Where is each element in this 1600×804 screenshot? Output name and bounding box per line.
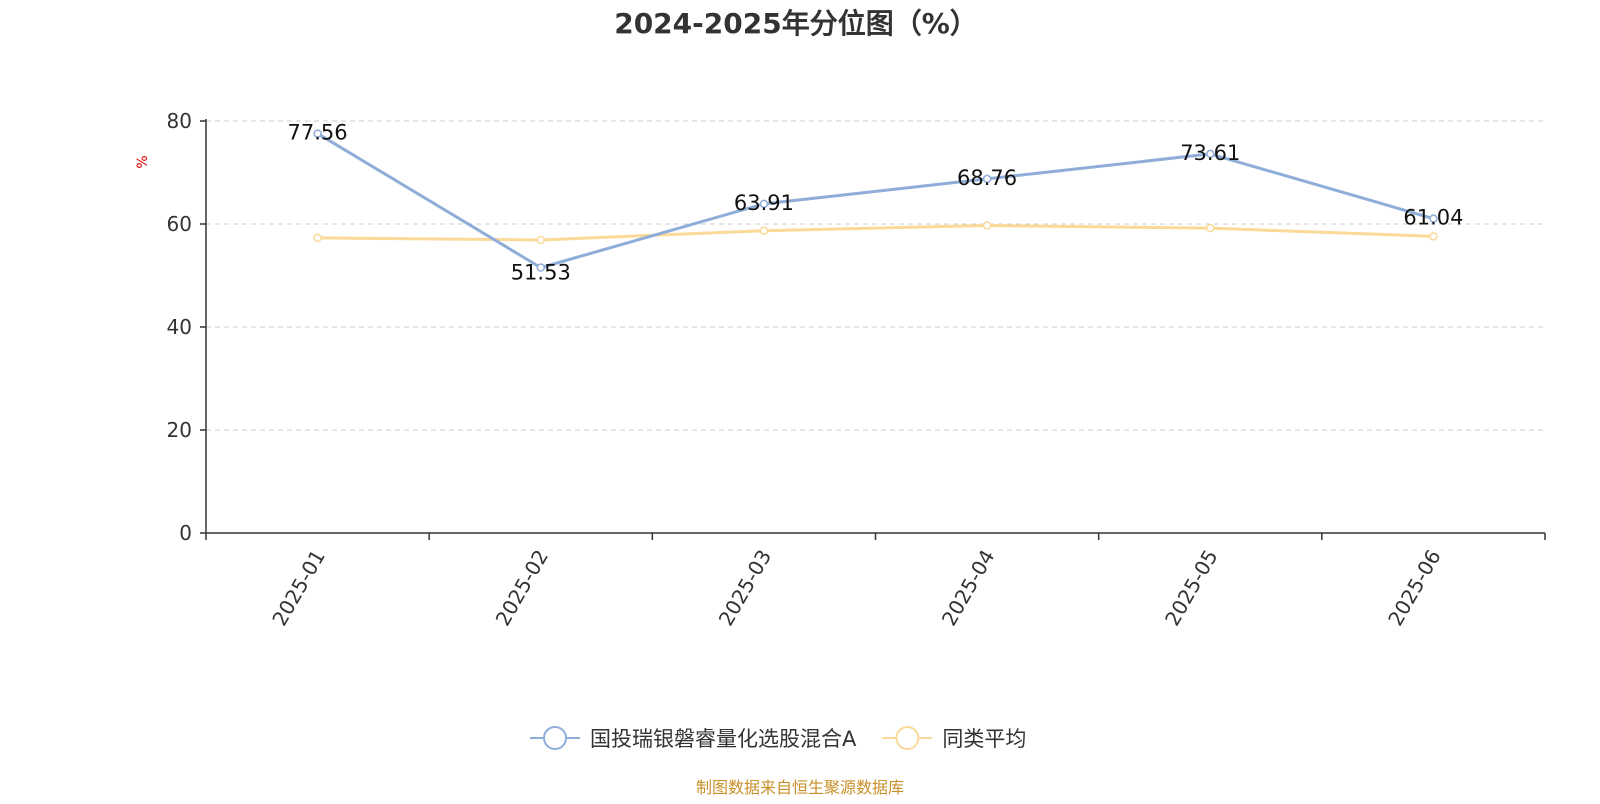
legend-item-1[interactable]: 同类平均 bbox=[882, 726, 1026, 751]
x-tick-label: 2025-01 bbox=[267, 546, 330, 630]
chart-title: 2024-2025年分位图（%） bbox=[614, 7, 978, 40]
y-tick-label: 20 bbox=[167, 418, 192, 442]
axes: 0 20 40 60 80 2025-01 2025-02 2025-03 2025-04 202… bbox=[167, 109, 1546, 630]
x-tick-label: 2025-03 bbox=[714, 546, 777, 630]
legend-label: 国投瑞银磐睿量化选股混合A bbox=[590, 727, 857, 751]
data-point[interactable] bbox=[313, 233, 322, 243]
grid-lines bbox=[206, 120, 1545, 431]
data-label: 73.61 bbox=[1180, 141, 1240, 165]
legend-item-0[interactable]: 国投瑞银磐睿量化选股混合A bbox=[530, 726, 857, 751]
y-tick-label: 60 bbox=[167, 212, 192, 236]
series-lines bbox=[313, 129, 1438, 272]
data-point[interactable] bbox=[982, 221, 992, 230]
y-tick-label: 0 bbox=[179, 521, 192, 545]
legend[interactable]: 国投瑞银磐睿量化选股混合A 同类平均 bbox=[530, 726, 1026, 751]
data-label: 61.04 bbox=[1403, 206, 1463, 230]
data-point[interactable] bbox=[982, 174, 992, 184]
data-point[interactable] bbox=[1206, 149, 1215, 159]
y-axis-unit-label: % bbox=[135, 155, 151, 168]
legend-circle-icon bbox=[543, 726, 567, 750]
y-tick-label: 40 bbox=[167, 315, 192, 339]
data-label: 77.56 bbox=[288, 121, 348, 145]
data-point[interactable] bbox=[759, 199, 769, 209]
data-point[interactable] bbox=[1206, 223, 1215, 233]
data-point[interactable] bbox=[536, 263, 545, 272]
data-point[interactable] bbox=[313, 129, 322, 138]
data-label: 51.53 bbox=[511, 261, 571, 285]
x-tick-label: 2025-04 bbox=[937, 546, 1000, 630]
x-tick-label: 2025-06 bbox=[1383, 546, 1446, 630]
data-label: 63.91 bbox=[734, 191, 794, 215]
y-tick-label: 80 bbox=[167, 109, 192, 133]
legend-label: 同类平均 bbox=[942, 727, 1026, 751]
data-point[interactable] bbox=[1429, 232, 1438, 241]
x-tick-label: 2025-05 bbox=[1160, 546, 1223, 630]
data-labels: 77.56 51.53 63.91 68.76 73.61 61.04 bbox=[288, 121, 1464, 285]
series-line bbox=[316, 224, 1435, 242]
x-tick-label: 2025-02 bbox=[491, 546, 554, 630]
series-1 bbox=[313, 221, 1438, 245]
data-point[interactable] bbox=[1429, 214, 1438, 223]
data-point[interactable] bbox=[536, 235, 545, 245]
data-point[interactable] bbox=[759, 226, 769, 235]
legend-circle-icon bbox=[895, 726, 920, 750]
source-note: 制图数据来自恒生聚源数据库 bbox=[696, 778, 904, 797]
series-line bbox=[316, 132, 1435, 270]
data-label: 68.76 bbox=[957, 166, 1017, 190]
series-0 bbox=[313, 129, 1438, 272]
